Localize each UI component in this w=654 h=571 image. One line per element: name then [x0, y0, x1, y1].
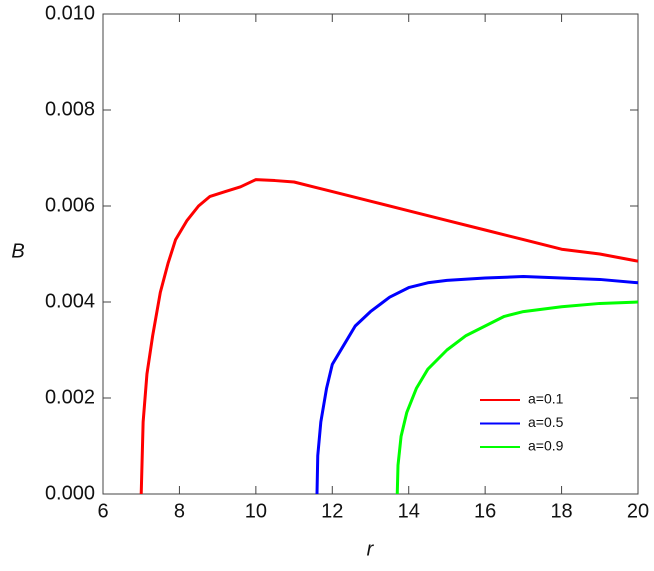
x-tick-label: 10	[245, 500, 267, 522]
y-tick-label: 0.008	[45, 98, 95, 120]
plot-frame	[102, 13, 639, 495]
x-tick-label: 8	[174, 500, 185, 522]
legend-label: a=0.1	[528, 391, 564, 407]
y-axis-label: B	[11, 240, 24, 262]
x-tick-label: 20	[627, 500, 649, 522]
legend-label: a=0.9	[528, 438, 564, 454]
series-line	[315, 275, 639, 495]
x-tick-label: 6	[97, 500, 108, 522]
y-tick-label: 0.010	[45, 2, 95, 24]
x-tick-label: 12	[321, 500, 343, 522]
x-axis-label: r	[367, 538, 375, 560]
x-tick-label: 18	[550, 500, 572, 522]
series-line	[395, 300, 639, 495]
y-tick-label: 0.000	[45, 482, 95, 504]
x-tick-label: 16	[474, 500, 496, 522]
x-tick-label: 14	[398, 500, 420, 522]
y-tick-label: 0.006	[45, 194, 95, 216]
series-line	[139, 178, 639, 495]
legend-label: a=0.5	[528, 414, 564, 430]
y-tick-label: 0.004	[45, 290, 95, 312]
y-tick-label: 0.002	[45, 386, 95, 408]
